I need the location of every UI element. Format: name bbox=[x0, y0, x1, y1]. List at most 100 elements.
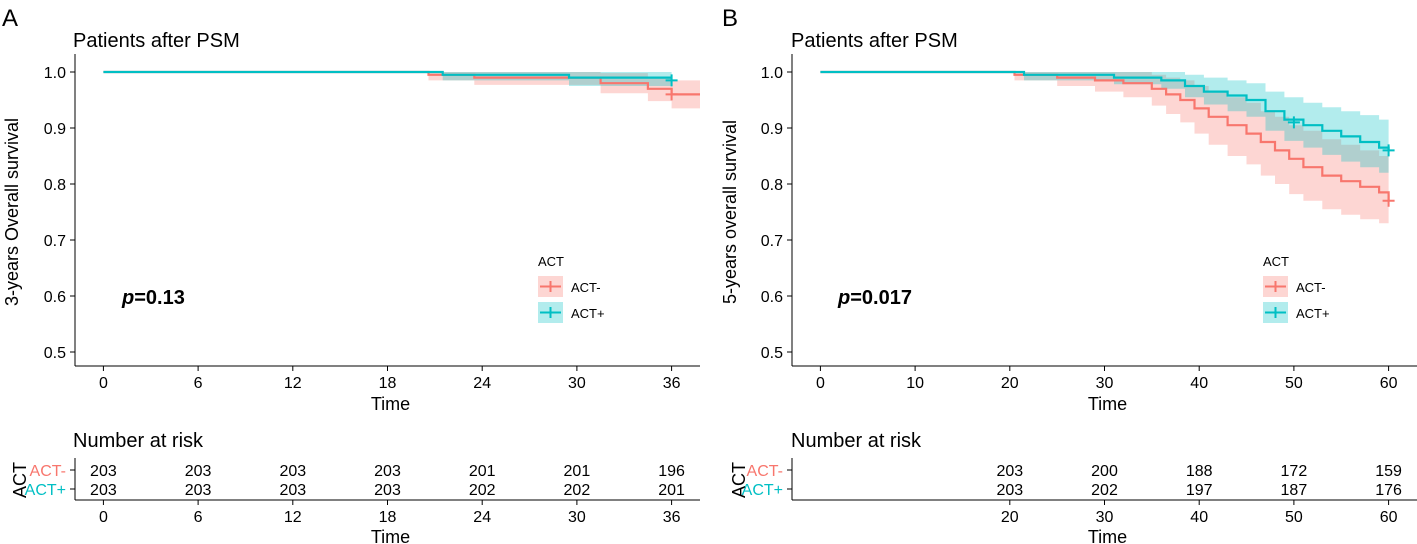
risk-x-tick-label: 30 bbox=[1096, 509, 1114, 526]
ci-band-act-minus bbox=[820, 72, 1389, 226]
y-tick-label: 0.7 bbox=[44, 233, 66, 250]
censor-mark bbox=[665, 88, 678, 101]
p-value-text: =0.017 bbox=[850, 287, 912, 309]
p-value-label: p=0.13 bbox=[121, 287, 185, 309]
risk-value: 203 bbox=[374, 482, 401, 499]
risk-x-tick-label: 60 bbox=[1380, 509, 1398, 526]
risk-value: 159 bbox=[1375, 463, 1402, 480]
legend-label: ACT- bbox=[571, 280, 601, 295]
p-value-label: p=0.017 bbox=[837, 287, 912, 309]
risk-x-tick-label: 18 bbox=[379, 509, 397, 526]
risk-value: 202 bbox=[469, 482, 496, 499]
legend-key-glyph bbox=[540, 307, 561, 318]
risk-row-label: ACT- bbox=[747, 463, 783, 480]
risk-value: 203 bbox=[185, 463, 212, 480]
chart-title: Patients after PSM bbox=[791, 30, 958, 52]
risk-x-axis-label: Time bbox=[1088, 527, 1127, 544]
legend-key-glyph bbox=[1265, 281, 1286, 292]
risk-x-tick-label: 24 bbox=[473, 509, 491, 526]
risk-x-tick-label: 0 bbox=[99, 509, 108, 526]
x-tick-label: 10 bbox=[906, 375, 924, 392]
risk-x-axis-label: Time bbox=[371, 527, 410, 544]
p-value-text: =0.13 bbox=[134, 287, 185, 309]
chart-title: Patients after PSM bbox=[73, 30, 240, 52]
risk-x-tick-label: 6 bbox=[194, 509, 203, 526]
legend-title: ACT bbox=[538, 254, 564, 269]
risk-row-label: ACT+ bbox=[742, 482, 783, 499]
x-tick-label: 30 bbox=[1096, 375, 1114, 392]
x-tick-label: 36 bbox=[663, 375, 681, 392]
risk-value: 172 bbox=[1281, 463, 1308, 480]
risk-value: 188 bbox=[1186, 463, 1213, 480]
risk-value: 203 bbox=[279, 482, 306, 499]
x-tick-label: 20 bbox=[1001, 375, 1019, 392]
risk-row-label: ACT- bbox=[30, 463, 66, 480]
risk-value: 201 bbox=[658, 482, 685, 499]
risk-x-tick-label: 40 bbox=[1190, 509, 1208, 526]
risk-value: 201 bbox=[469, 463, 496, 480]
risk-table-title: Number at risk bbox=[791, 430, 922, 452]
risk-value: 203 bbox=[279, 463, 306, 480]
risk-value: 203 bbox=[185, 482, 212, 499]
risk-value: 203 bbox=[90, 482, 117, 499]
legend-label: ACT- bbox=[1296, 280, 1326, 295]
y-tick-label: 1.0 bbox=[761, 65, 783, 82]
risk-value: 203 bbox=[374, 463, 401, 480]
x-tick-label: 50 bbox=[1285, 375, 1303, 392]
legend-title: ACT bbox=[1263, 254, 1289, 269]
risk-value: 187 bbox=[1281, 482, 1308, 499]
survival-line-act-plus bbox=[103, 70, 672, 79]
y-tick-label: 0.9 bbox=[44, 121, 66, 138]
censor-mark bbox=[1382, 194, 1395, 207]
legend-label: ACT+ bbox=[571, 306, 605, 321]
risk-x-tick-label: 20 bbox=[1001, 509, 1019, 526]
risk-x-tick-label: 36 bbox=[663, 509, 681, 526]
y-tick-label: 0.5 bbox=[44, 345, 66, 362]
survival-line-act-minus bbox=[820, 70, 1390, 201]
risk-x-tick-label: 30 bbox=[568, 509, 586, 526]
y-tick-label: 0.8 bbox=[761, 177, 783, 194]
x-tick-label: 60 bbox=[1380, 375, 1398, 392]
legend-label: ACT+ bbox=[1296, 306, 1330, 321]
risk-value: 203 bbox=[90, 463, 117, 480]
ci-band-act-plus bbox=[103, 72, 672, 86]
x-axis-label: Time bbox=[1088, 394, 1127, 414]
x-tick-label: 24 bbox=[473, 375, 491, 392]
censor-mark bbox=[1382, 144, 1395, 157]
y-tick-label: 0.8 bbox=[44, 177, 66, 194]
risk-value: 196 bbox=[658, 463, 685, 480]
risk-value: 203 bbox=[996, 463, 1023, 480]
x-tick-label: 40 bbox=[1190, 375, 1208, 392]
y-tick-label: 0.7 bbox=[761, 233, 783, 250]
risk-value: 200 bbox=[1091, 463, 1118, 480]
risk-row-label: ACT+ bbox=[25, 482, 66, 499]
y-tick-label: 1.0 bbox=[44, 65, 66, 82]
legend-key-glyph bbox=[1265, 307, 1286, 318]
panel-letter: B bbox=[722, 5, 738, 32]
y-tick-label: 0.9 bbox=[761, 121, 783, 138]
risk-x-tick-label: 12 bbox=[284, 509, 302, 526]
risk-value: 201 bbox=[564, 463, 591, 480]
panel-letter: A bbox=[2, 5, 18, 32]
risk-value: 202 bbox=[1091, 482, 1118, 499]
legend-key-glyph bbox=[540, 281, 561, 292]
survival-line-act-plus bbox=[820, 70, 1390, 151]
x-tick-label: 12 bbox=[284, 375, 302, 392]
y-tick-label: 0.6 bbox=[44, 289, 66, 306]
p-value-prefix: p bbox=[837, 287, 850, 309]
risk-x-tick-label: 50 bbox=[1285, 509, 1303, 526]
x-tick-label: 18 bbox=[379, 375, 397, 392]
risk-table-title: Number at risk bbox=[73, 430, 204, 452]
x-axis-label: Time bbox=[371, 394, 410, 414]
censor-mark bbox=[1287, 116, 1300, 129]
x-tick-label: 0 bbox=[816, 375, 825, 392]
y-axis-label: 3-years Overall survival bbox=[2, 118, 22, 306]
y-tick-label: 0.6 bbox=[761, 289, 783, 306]
censor-mark bbox=[665, 74, 678, 87]
x-tick-label: 0 bbox=[99, 375, 108, 392]
y-tick-label: 0.5 bbox=[761, 345, 783, 362]
risk-table-ylabel: ACT bbox=[729, 462, 749, 498]
ci-band-act-minus bbox=[103, 72, 700, 109]
x-tick-label: 30 bbox=[568, 375, 586, 392]
